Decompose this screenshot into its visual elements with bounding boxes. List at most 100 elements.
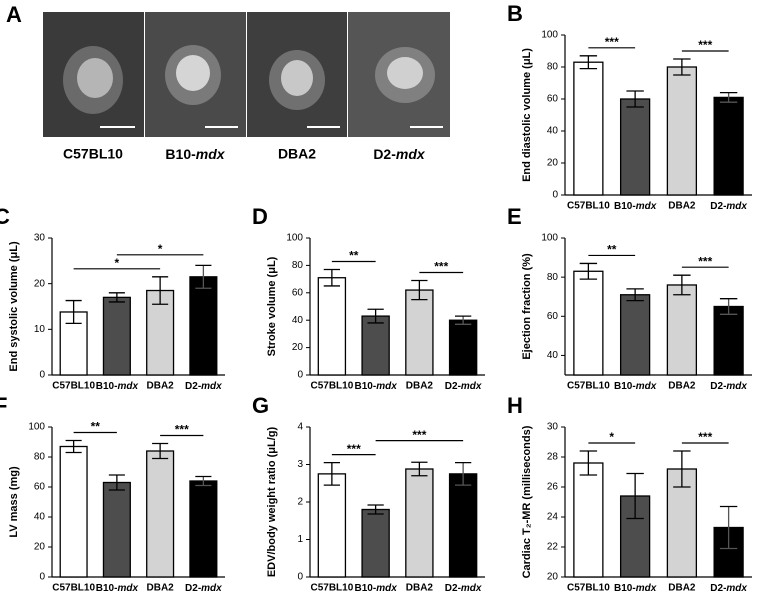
significance-label: *** (698, 38, 712, 52)
y-tick-label: 80 (292, 260, 304, 271)
bar (573, 462, 604, 578)
image-detail (77, 58, 113, 98)
y-axis-label: Stroke volume (μL) (266, 256, 278, 356)
error-bar (673, 274, 691, 296)
y-tick-label: 60 (292, 287, 304, 298)
y-tick-label: 80 (547, 62, 559, 73)
error-bar (626, 288, 644, 302)
bar (59, 445, 88, 578)
x-tick-label: B10-mdx (96, 381, 139, 392)
error-bar (673, 450, 691, 488)
error-bar (108, 474, 125, 491)
significance-label: *** (434, 260, 448, 274)
y-tick-label: 0 (39, 572, 45, 583)
y-tick-label: 4 (297, 422, 303, 433)
significance-label: *** (175, 423, 189, 437)
error-bar (719, 91, 738, 103)
image-detail (281, 60, 313, 96)
x-tick-label: D2-mdx (710, 583, 747, 594)
bar (713, 305, 744, 376)
significance-label: *** (698, 254, 712, 268)
bar (361, 315, 390, 376)
error-bar (65, 439, 82, 454)
bar (102, 296, 131, 376)
bar (573, 61, 604, 196)
bar (619, 98, 651, 196)
image-detail (176, 55, 210, 91)
error-bar (367, 504, 384, 515)
y-tick-label: 26 (547, 482, 559, 493)
x-tick-label: D2-mdx (185, 583, 222, 594)
error-bar (626, 472, 644, 520)
image-label: DBA2 (278, 146, 316, 162)
error-bar (411, 461, 428, 477)
error-bar (579, 450, 598, 476)
bar (189, 276, 218, 376)
x-tick-label: C57BL10 (310, 583, 353, 594)
panel-letter: E (507, 204, 522, 229)
y-tick-label: 80 (34, 452, 46, 463)
x-tick-label: B10-mdx (96, 583, 139, 594)
error-bar (152, 442, 169, 460)
y-tick-label: 22 (547, 542, 559, 553)
x-tick-label: C57BL10 (52, 381, 95, 392)
error-bar (454, 461, 472, 486)
significance-label: *** (412, 428, 426, 442)
y-axis-label: Ejection fraction (%) (521, 253, 533, 360)
bar (448, 473, 478, 578)
bar (146, 450, 175, 578)
y-tick-label: 2 (297, 497, 303, 508)
x-tick-label: C57BL10 (52, 583, 95, 594)
x-tick-label: B10-mdx (355, 583, 398, 594)
bar (102, 481, 131, 578)
y-tick-label: 40 (292, 315, 304, 326)
y-axis-label: End systolic volume (μL) (8, 241, 20, 372)
y-axis-label: LV mass (mg) (8, 466, 20, 538)
y-tick-label: 0 (39, 370, 45, 381)
y-tick-label: 40 (34, 512, 46, 523)
y-tick-label: 30 (547, 422, 559, 433)
error-bar (195, 475, 212, 487)
significance-label: *** (698, 430, 712, 444)
image-label: D2-mdx (373, 146, 426, 162)
y-tick-label: 28 (547, 452, 559, 463)
x-tick-label: DBA2 (147, 381, 175, 392)
y-tick-label: 100 (541, 30, 558, 41)
panel-letter: F (0, 393, 7, 418)
x-tick-label: B10-mdx (614, 583, 657, 594)
error-bar (65, 299, 82, 325)
y-tick-label: 20 (547, 158, 559, 169)
significance-label: * (158, 242, 163, 256)
x-tick-label: DBA2 (668, 201, 696, 212)
significance-label: ** (607, 243, 617, 257)
bar (361, 508, 390, 578)
x-tick-label: DBA2 (668, 583, 696, 594)
y-tick-label: 1 (297, 534, 303, 545)
image-label: C57BL10 (63, 146, 123, 162)
bar (448, 319, 478, 376)
significance-label: * (115, 256, 120, 270)
x-tick-label: D2-mdx (185, 381, 222, 392)
x-tick-label: DBA2 (406, 583, 434, 594)
significance-label: *** (347, 442, 361, 456)
significance-label: *** (605, 35, 619, 49)
panel-letter: G (252, 393, 269, 418)
y-tick-label: 60 (34, 482, 46, 493)
y-tick-label: 100 (286, 233, 303, 244)
error-bar (454, 315, 472, 325)
x-tick-label: D2-mdx (710, 201, 747, 212)
panel-letter: C (0, 204, 10, 229)
y-tick-label: 20 (34, 542, 46, 553)
error-bar (719, 298, 738, 315)
y-tick-label: 100 (28, 422, 45, 433)
y-tick-label: 80 (547, 272, 559, 283)
x-tick-label: DBA2 (147, 583, 175, 594)
error-bar (108, 292, 125, 303)
bar (317, 277, 347, 376)
bar (573, 270, 604, 376)
y-tick-label: 60 (547, 311, 559, 322)
y-tick-label: 10 (34, 324, 46, 335)
error-bar (719, 505, 738, 550)
y-tick-label: 3 (297, 459, 303, 470)
